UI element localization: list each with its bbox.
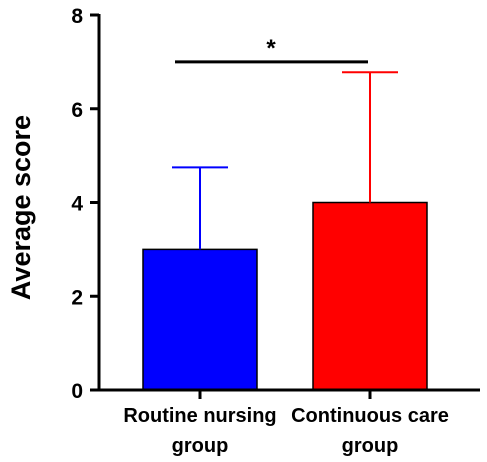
y-tick-label: 8 xyxy=(71,5,83,28)
y-tick-label: 4 xyxy=(71,193,83,216)
x-category-label-line: Routine nursing xyxy=(123,405,276,427)
x-category-label-line: Continuous care xyxy=(291,405,449,427)
significance-marker: * xyxy=(266,35,276,62)
x-ticks: Routine nursing group Continuous care group xyxy=(123,390,449,457)
bars-layer xyxy=(142,201,428,391)
y-tick-label: 2 xyxy=(71,286,83,309)
y-tick-label: 0 xyxy=(71,380,83,403)
y-ticks: 0 2 4 6 8 xyxy=(71,5,99,403)
error-bars-layer xyxy=(172,71,398,250)
x-category-label-line: group xyxy=(342,435,399,457)
y-axis-title: Average score xyxy=(6,115,36,300)
x-category-label: Continuous care group xyxy=(291,405,449,457)
bar-0 xyxy=(142,248,258,391)
significance-layer: * xyxy=(175,35,368,64)
y-tick-label: 6 xyxy=(71,99,83,122)
x-category-label: Routine nursing group xyxy=(123,405,276,457)
bar-1 xyxy=(312,201,428,391)
x-category-label-line: group xyxy=(172,435,229,457)
